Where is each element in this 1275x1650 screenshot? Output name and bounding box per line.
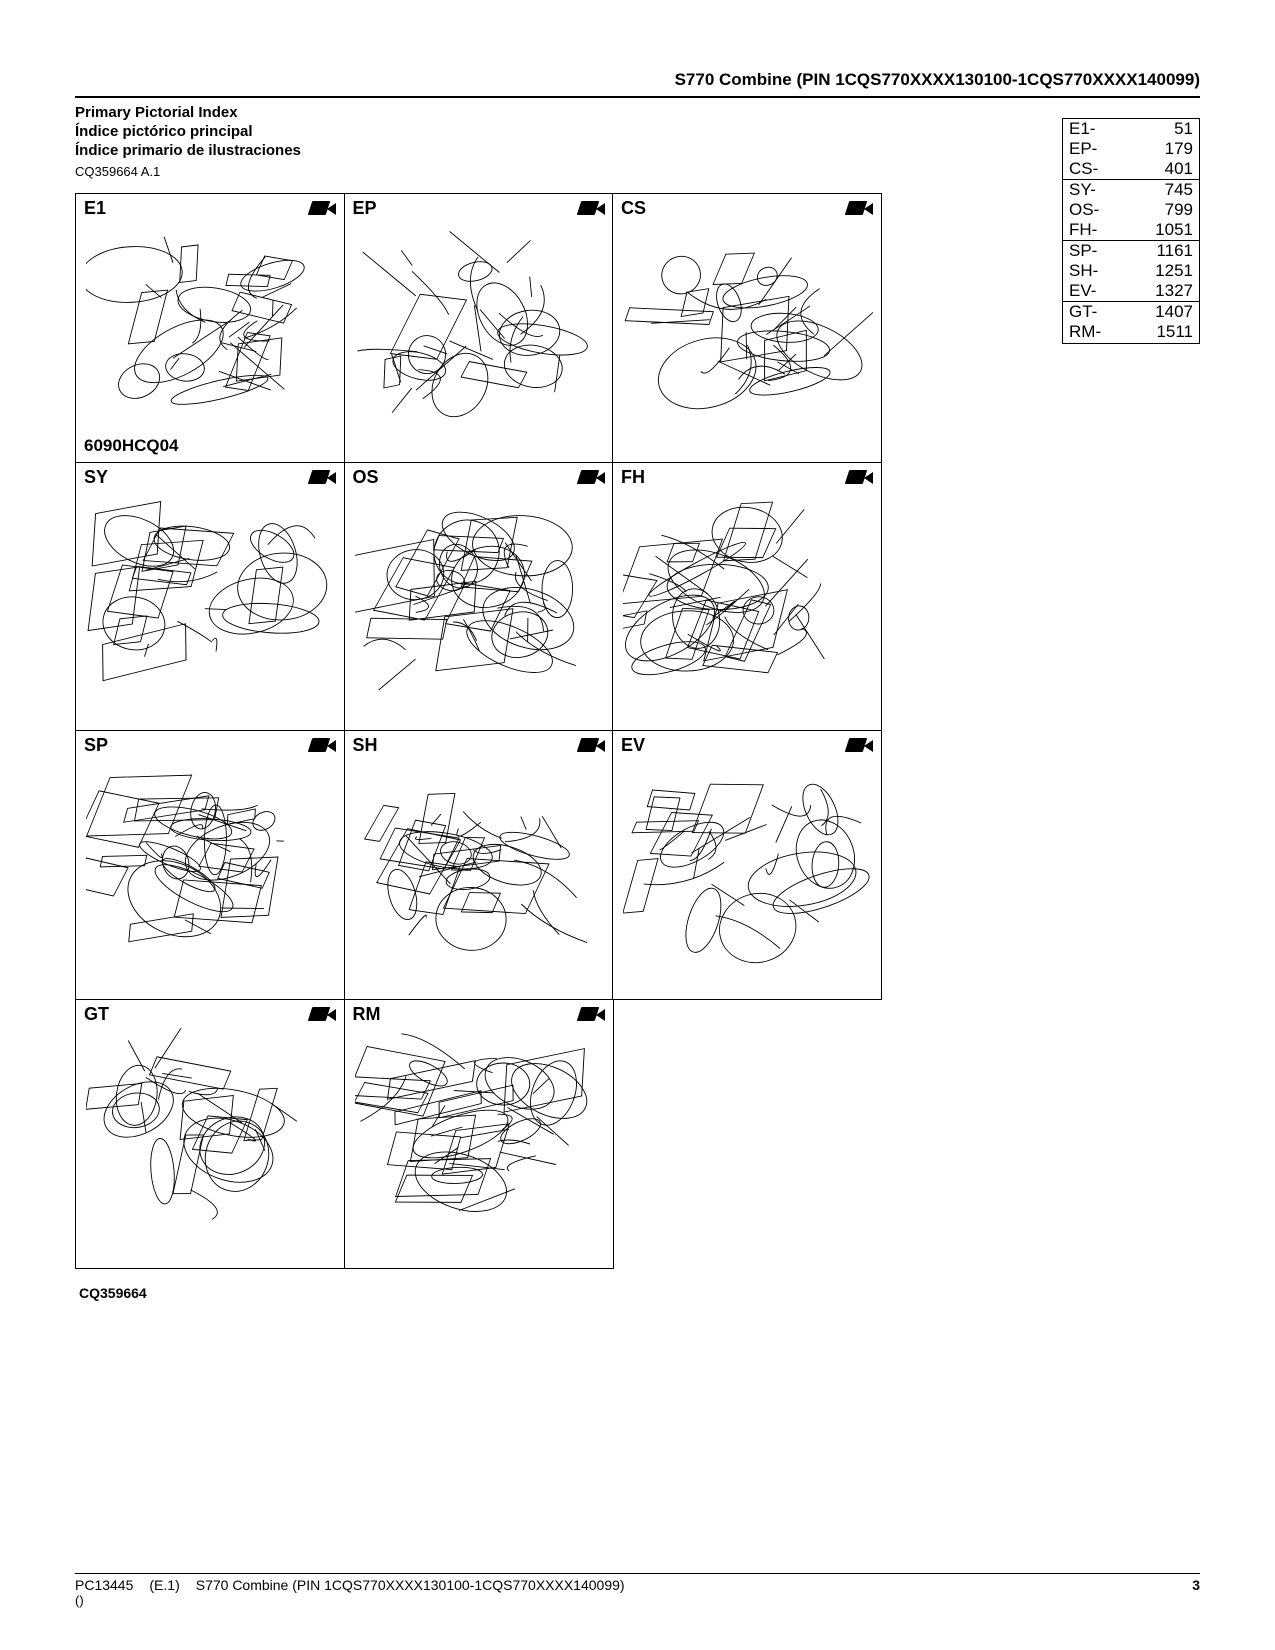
link-icon[interactable] [847, 200, 873, 218]
grid-cell-sp[interactable]: SP [75, 730, 345, 1000]
grid-cell-e1[interactable]: E1 6090HCQ04 [75, 193, 345, 463]
footer-paren: () [75, 1593, 1200, 1608]
part-illustration [86, 759, 336, 969]
link-icon[interactable] [310, 469, 336, 487]
link-icon[interactable] [579, 200, 605, 218]
link-icon[interactable] [579, 737, 605, 755]
cell-code: CS [621, 198, 646, 219]
link-icon[interactable] [847, 469, 873, 487]
cell-code: E1 [84, 198, 106, 219]
footer-section: (E.1) [149, 1577, 179, 1593]
link-icon[interactable] [310, 737, 336, 755]
index-row-gt[interactable]: GT- 1407 [1063, 302, 1199, 322]
part-illustration [355, 1028, 605, 1238]
part-illustration [86, 491, 336, 701]
footer-title: S770 Combine (PIN 1CQS770XXXX130100-1CQS… [196, 1577, 625, 1593]
cell-code: SY [84, 467, 108, 488]
grid-cell-os[interactable]: OS [344, 462, 614, 732]
index-code: SP- [1069, 241, 1097, 261]
grid-cell-ep[interactable]: EP [344, 193, 614, 463]
link-icon[interactable] [310, 200, 336, 218]
index-row-rm[interactable]: RM- 1511 [1063, 322, 1199, 342]
grid-cell-ev[interactable]: EV [612, 730, 882, 1000]
index-code: FH- [1069, 220, 1097, 240]
grid-cell-sh[interactable]: SH [344, 730, 614, 1000]
cell-code: FH [621, 467, 645, 488]
link-icon[interactable] [310, 1006, 336, 1024]
index-page: 1051 [1155, 220, 1193, 240]
index-code: SY- [1069, 180, 1096, 200]
index-code: GT- [1069, 302, 1097, 322]
part-illustration [623, 759, 873, 969]
grid-cell-rm[interactable]: RM [344, 999, 614, 1269]
pictorial-grid: E1 6090HCQ04 EP CS SY OS FH SP SH EV GT R… [75, 193, 885, 1267]
index-code: SH- [1069, 261, 1098, 281]
index-row-sh[interactable]: SH- 1251 [1063, 261, 1199, 281]
part-illustration [355, 222, 605, 432]
grid-cell-fh[interactable]: FH [612, 462, 882, 732]
product-title: S770 Combine (PIN 1CQS770XXXX130100-1CQS… [75, 70, 1200, 90]
title-pt: Índice pictórico principal [75, 123, 1200, 142]
index-row-fh[interactable]: FH- 1051 [1063, 220, 1199, 241]
cell-code: SP [84, 735, 108, 756]
cell-code: GT [84, 1004, 109, 1025]
index-page: 401 [1165, 159, 1193, 179]
footer-rule [75, 1573, 1200, 1574]
part-illustration [355, 491, 605, 701]
index-row-sp[interactable]: SP- 1161 [1063, 241, 1199, 261]
index-page: 51 [1174, 119, 1193, 139]
link-icon[interactable] [847, 737, 873, 755]
index-page: 179 [1165, 139, 1193, 159]
part-illustration [623, 222, 873, 432]
index-page: 799 [1165, 200, 1193, 220]
index-page: 1407 [1155, 302, 1193, 322]
section-titles: Primary Pictorial Index Índice pictórico… [75, 104, 1200, 160]
doc-code: CQ359664 A.1 [75, 164, 1200, 179]
footer-page: 3 [1192, 1577, 1200, 1593]
grid-cell-sy[interactable]: SY [75, 462, 345, 732]
index-page: 1251 [1155, 261, 1193, 281]
cell-code: EP [353, 198, 377, 219]
part-illustration [623, 491, 873, 701]
part-illustration [355, 759, 605, 969]
cell-subcaption: 6090HCQ04 [84, 436, 179, 456]
index-code: EP- [1069, 139, 1097, 159]
index-page: 1511 [1156, 322, 1193, 342]
index-page: 1161 [1156, 241, 1193, 261]
index-row-sy[interactable]: SY- 745 [1063, 180, 1199, 200]
cell-code: OS [353, 467, 379, 488]
index-row-e1[interactable]: E1- 51 [1063, 119, 1199, 139]
index-row-os[interactable]: OS- 799 [1063, 200, 1199, 220]
index-row-ev[interactable]: EV- 1327 [1063, 281, 1199, 302]
title-en: Primary Pictorial Index [75, 104, 1200, 123]
page-index-table: E1- 51 EP- 179 CS- 401 SY- 745 OS- 799 FH- 1051 SP- 1… [1062, 118, 1200, 344]
cell-code: RM [353, 1004, 381, 1025]
title-es: Índice primario de ilustraciones [75, 142, 1200, 161]
index-row-ep[interactable]: EP- 179 [1063, 139, 1199, 159]
index-code: EV- [1069, 281, 1096, 301]
header-rule [75, 96, 1200, 98]
part-illustration [86, 222, 336, 432]
index-code: RM- [1069, 322, 1101, 342]
part-illustration [86, 1028, 336, 1238]
grid-footer-code: CQ359664 [79, 1285, 1200, 1301]
link-icon[interactable] [579, 469, 605, 487]
index-page: 1327 [1155, 281, 1193, 301]
page-footer: PC13445 (E.1) S770 Combine (PIN 1CQS770X… [75, 1573, 1200, 1608]
index-code: OS- [1069, 200, 1099, 220]
footer-catalog: PC13445 [75, 1577, 133, 1593]
link-icon[interactable] [579, 1006, 605, 1024]
index-page: 745 [1165, 180, 1193, 200]
grid-cell-gt[interactable]: GT [75, 999, 345, 1269]
grid-cell-cs[interactable]: CS [612, 193, 882, 463]
index-code: CS- [1069, 159, 1098, 179]
cell-code: EV [621, 735, 645, 756]
cell-code: SH [353, 735, 378, 756]
index-row-cs[interactable]: CS- 401 [1063, 159, 1199, 180]
index-code: E1- [1069, 119, 1095, 139]
